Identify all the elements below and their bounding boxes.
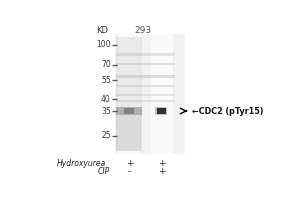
Bar (157, 108, 166, 114)
Text: ←CDC2 (pTyr15): ←CDC2 (pTyr15) (192, 107, 264, 116)
Bar (116, 63, 175, 65)
Text: 100: 100 (96, 40, 111, 49)
Bar (116, 94, 175, 96)
Bar (116, 53, 175, 56)
Bar (116, 100, 175, 102)
Bar (124, 108, 134, 114)
Bar (155, 107, 167, 115)
Bar (116, 115, 141, 151)
Bar (116, 107, 142, 115)
Text: CIP: CIP (97, 167, 110, 176)
Text: +: + (158, 167, 166, 176)
Bar (116, 34, 185, 154)
Text: 70: 70 (101, 60, 111, 69)
Text: 40: 40 (101, 95, 111, 104)
Text: +: + (126, 159, 133, 168)
Bar (116, 37, 142, 151)
Text: 25: 25 (101, 131, 111, 140)
Bar (118, 34, 140, 154)
Text: KD: KD (97, 26, 109, 35)
Bar (116, 75, 175, 78)
Text: 55: 55 (101, 76, 111, 85)
Bar (116, 85, 175, 87)
Bar (151, 34, 173, 154)
Text: +: + (158, 159, 166, 168)
Text: -: - (128, 167, 131, 176)
Text: 293: 293 (135, 26, 152, 35)
Text: 35: 35 (101, 107, 111, 116)
Text: Hydroxyurea: Hydroxyurea (57, 159, 106, 168)
